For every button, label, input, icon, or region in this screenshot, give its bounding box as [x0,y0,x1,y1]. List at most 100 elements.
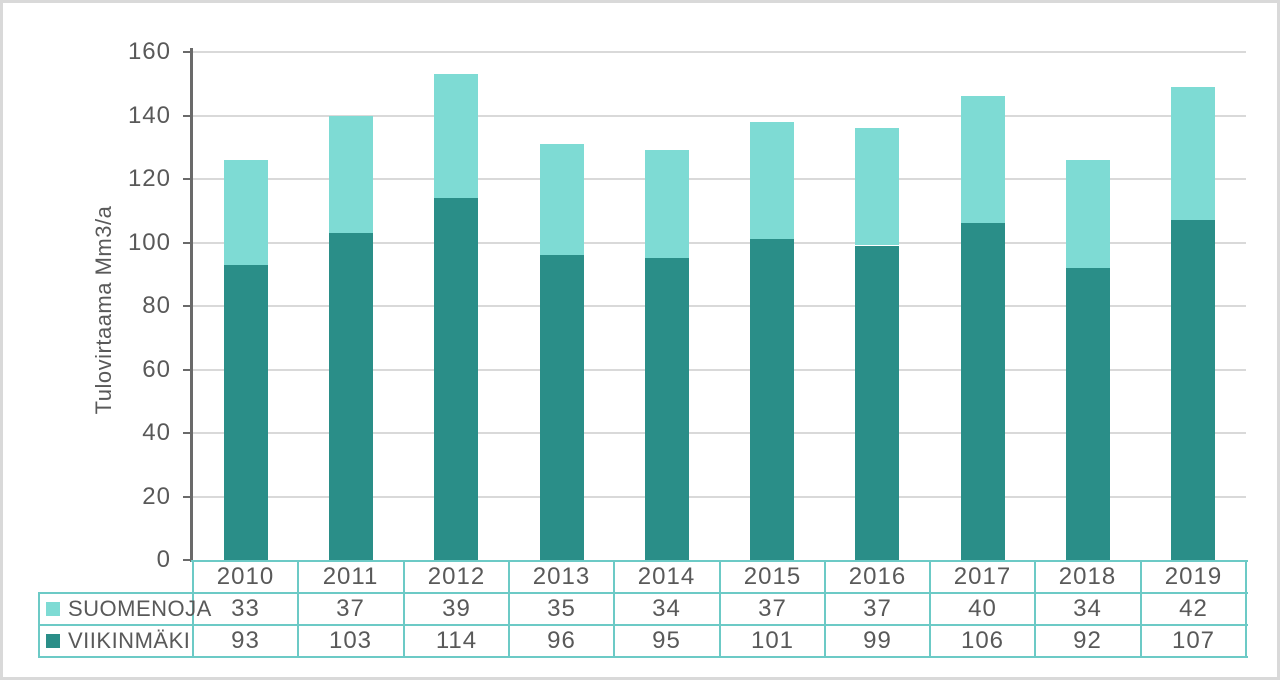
table-value-cell: 34 [1073,595,1102,622]
y-axis-line [190,48,193,562]
table-value-cell: 95 [652,627,681,654]
table-border-row [38,656,1248,658]
y-axis-tick [183,496,190,498]
table-year-header: 2018 [1058,563,1117,590]
table-value-cell: 99 [863,627,892,654]
table-value-cell: 103 [328,627,373,654]
y-tick-label: 80 [142,292,171,319]
table-value-cell: 34 [652,595,681,622]
bar-segment-suomenoja-2012 [434,74,478,198]
table-border-col [1034,560,1036,658]
y-tick-label: 0 [156,546,171,573]
table-year-header: 2011 [322,563,379,590]
y-axis-tick [183,51,190,53]
gridline [193,305,1246,307]
table-border-row [38,592,1248,594]
legend-row-suomenoja: SUOMENOJA [46,594,212,624]
legend-swatch-suomenoja [46,602,60,616]
table-value-cell: 114 [435,627,478,654]
table-border-col [297,560,299,658]
bar-segment-suomenoja-2011 [329,116,373,233]
gridline [193,178,1246,180]
bar-segment-viikinmäki-2019 [1171,220,1215,560]
bar-segment-suomenoja-2013 [540,144,584,255]
table-value-cell: 101 [750,627,795,654]
legend-row-viikinmäki: VIIKINMÄKI [46,626,190,656]
table-border-col [192,560,194,658]
bar-segment-suomenoja-2010 [224,160,268,265]
y-axis-tick [183,242,190,244]
y-tick-label: 120 [127,165,171,192]
bar-segment-suomenoja-2019 [1171,87,1215,220]
bar-segment-viikinmäki-2014 [645,258,689,560]
gridline [193,369,1246,371]
bar-segment-viikinmäki-2018 [1066,268,1110,560]
y-tick-label: 20 [142,483,171,510]
table-year-header: 2019 [1164,563,1223,590]
table-value-cell: 40 [968,595,997,622]
bar-segment-viikinmäki-2010 [224,265,268,560]
y-axis-tick [183,115,190,117]
table-year-header: 2017 [953,563,1012,590]
legend-label-suomenoja: SUOMENOJA [68,596,212,621]
table-value-cell: 37 [336,595,365,622]
table-year-header: 2012 [427,563,486,590]
legend-label-viikinmäki: VIIKINMÄKI [68,628,191,653]
table-year-header: 2016 [848,563,907,590]
table-value-cell: 96 [547,627,576,654]
table-border-row [38,624,1248,626]
y-tick-label: 40 [142,419,171,446]
bar-segment-viikinmäki-2016 [855,246,899,560]
bar-segment-suomenoja-2015 [750,122,794,239]
table-value-cell: 37 [863,595,892,622]
gridline [193,115,1246,117]
y-axis-tick [183,432,190,434]
y-tick-label: 160 [127,38,171,65]
bar-segment-viikinmäki-2011 [329,233,373,560]
table-value-cell: 106 [960,627,1005,654]
table-year-header: 2010 [216,563,275,590]
table-year-header: 2014 [637,563,696,590]
gridline [193,242,1246,244]
legend-swatch-viikinmäki [46,634,60,648]
y-tick-label: 140 [127,102,171,129]
table-value-cell: 37 [758,595,787,622]
bar-segment-suomenoja-2018 [1066,160,1110,268]
bar-segment-viikinmäki-2012 [434,198,478,560]
y-axis-tick [183,178,190,180]
gridline [193,51,1246,53]
table-value-cell: 35 [547,595,576,622]
table-border-left [38,592,40,658]
table-border-col [403,560,405,658]
y-tick-label: 60 [142,356,171,383]
bar-segment-suomenoja-2016 [855,128,899,245]
table-value-cell: 92 [1073,627,1102,654]
table-border-col [508,560,510,658]
table-border-col [719,560,721,658]
table-border-col [1245,560,1247,658]
gridline [193,432,1246,434]
table-border-col [929,560,931,658]
bar-segment-suomenoja-2017 [961,96,1005,223]
table-value-cell: 107 [1171,627,1216,654]
table-border-col [613,560,615,658]
bar-segment-viikinmäki-2017 [961,223,1005,560]
table-border-col [824,560,826,658]
table-value-cell: 93 [231,627,260,654]
table-value-cell: 42 [1179,595,1208,622]
gridline [193,496,1246,498]
bar-segment-viikinmäki-2015 [750,239,794,560]
bar-segment-viikinmäki-2013 [540,255,584,560]
y-axis-tick [183,369,190,371]
y-tick-label: 100 [127,229,171,256]
table-border-col [1140,560,1142,658]
table-year-header: 2015 [743,563,802,590]
table-value-cell: 39 [442,595,471,622]
y-axis-tick [183,305,190,307]
table-year-header: 2013 [532,563,591,590]
bar-segment-suomenoja-2014 [645,150,689,258]
y-axis-tick [183,559,190,561]
table-value-cell: 33 [231,595,260,622]
chart-root: 0 20 40 60 80 100 120 140 160 2010 2011 2012 2013 201… [3,3,1277,677]
